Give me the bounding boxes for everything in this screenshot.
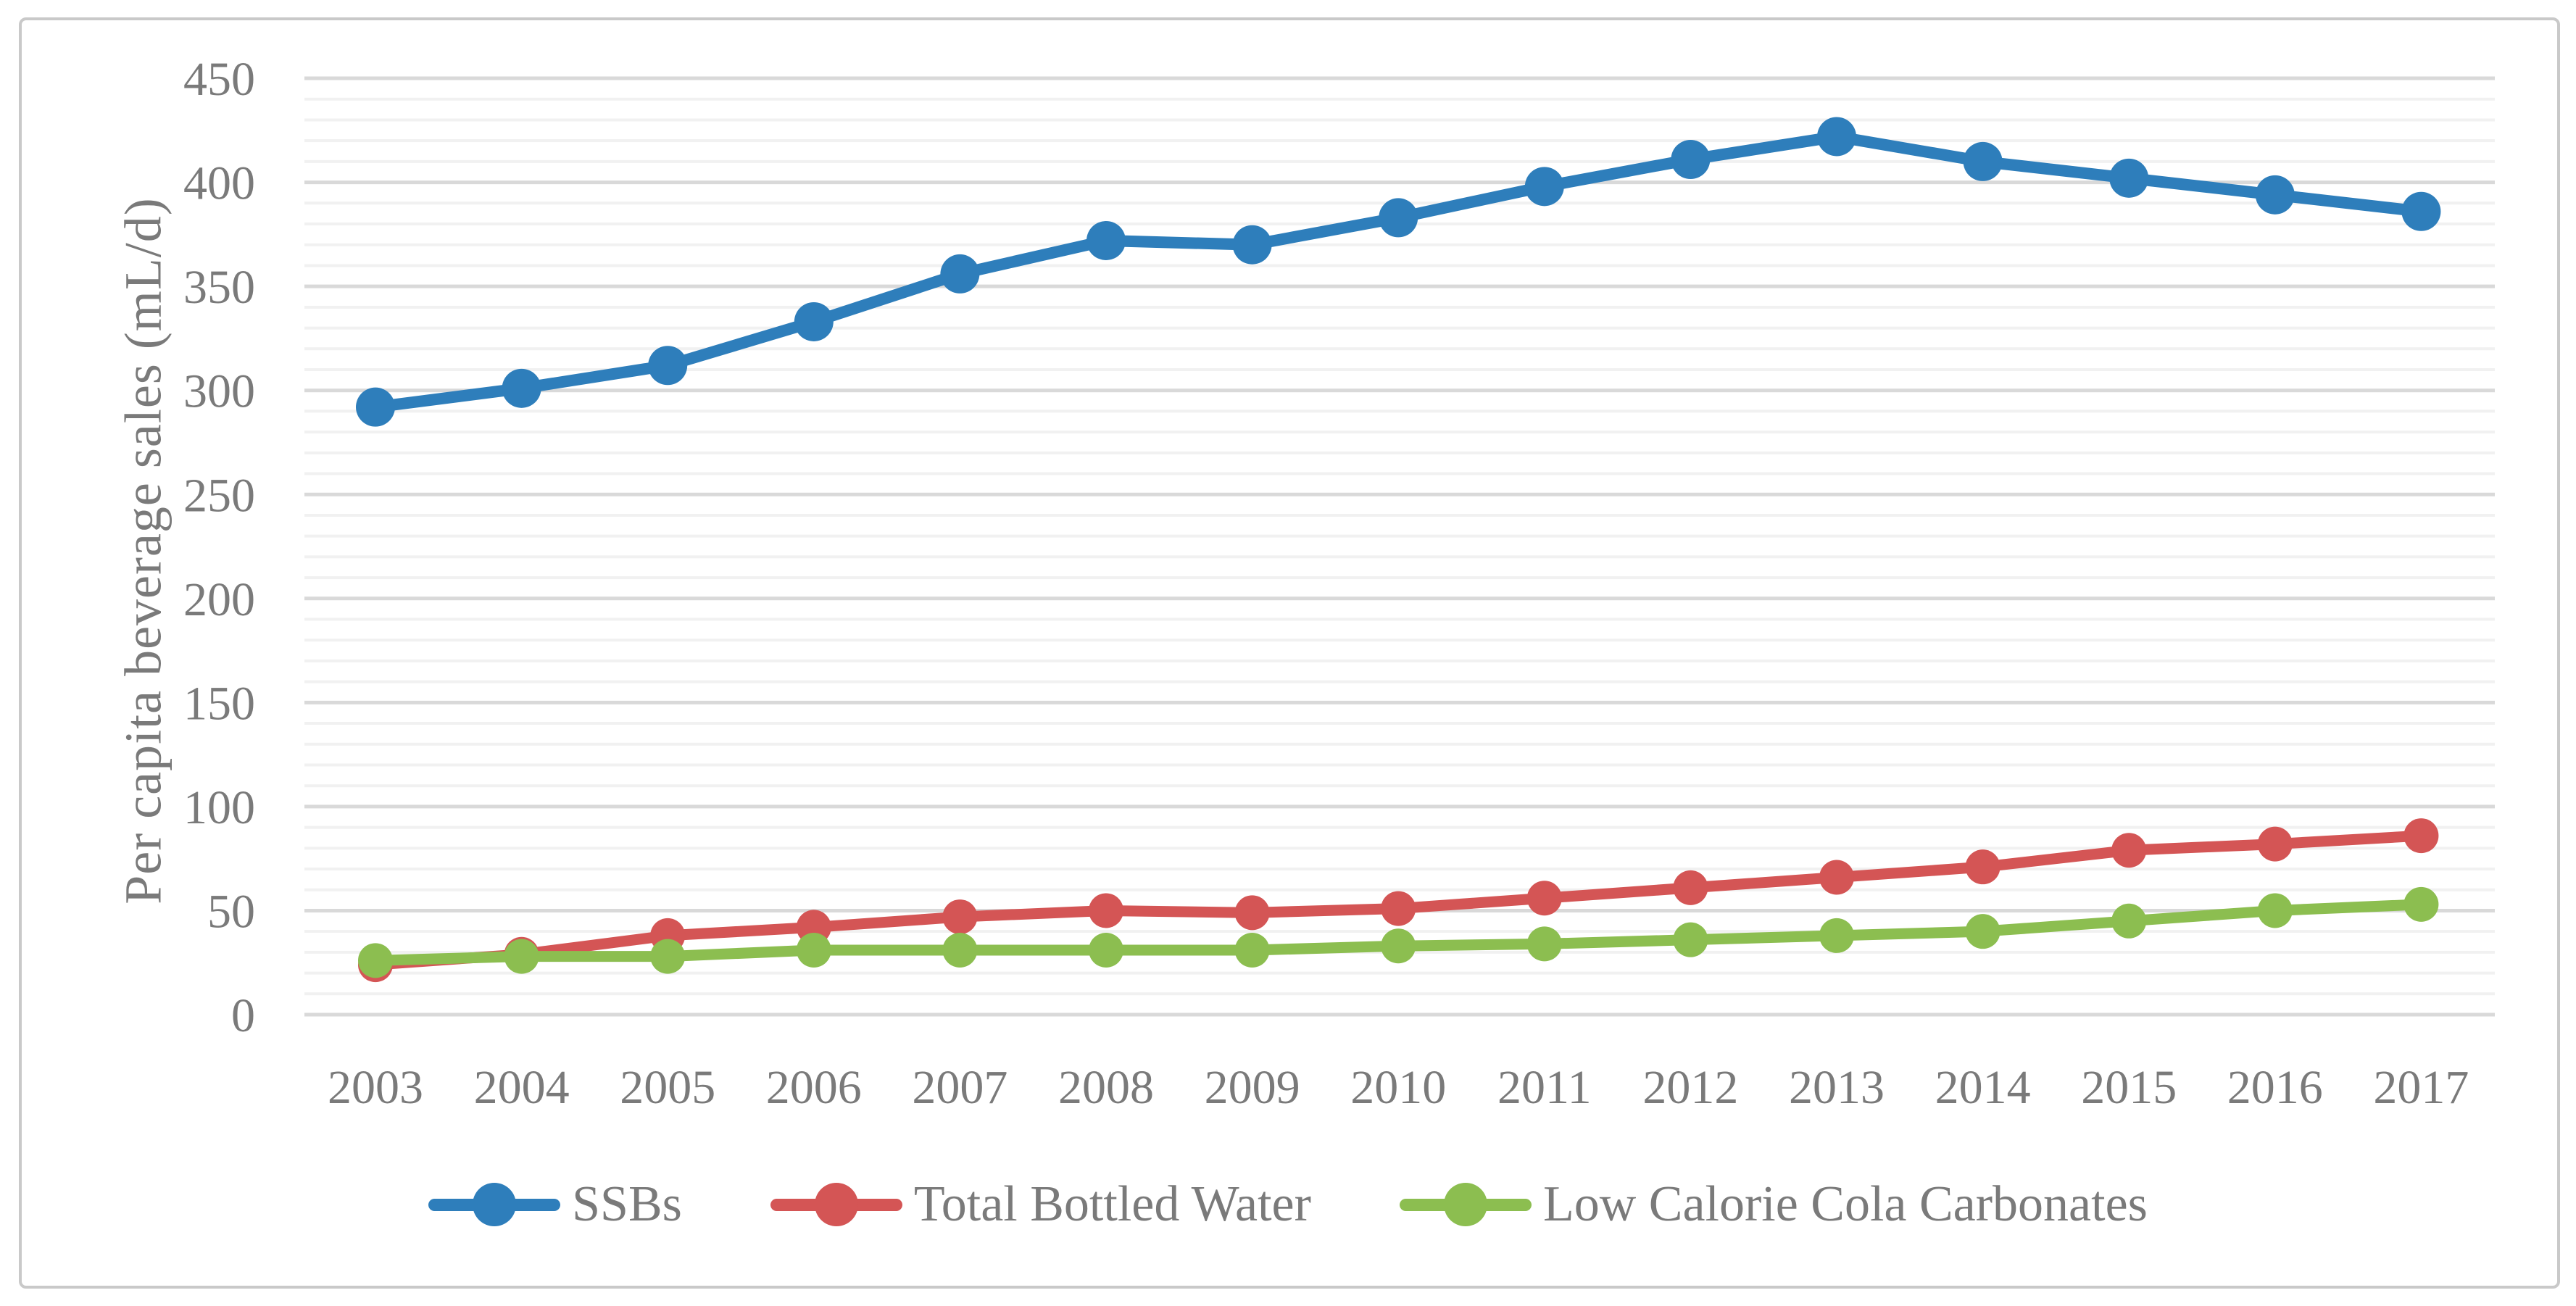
series-ssbs-point-2016 — [2255, 175, 2295, 215]
x-tick-label: 2017 — [2373, 1061, 2469, 1114]
x-tick-label: 2013 — [1789, 1061, 1885, 1114]
y-tick-label: 200 — [183, 573, 255, 626]
y-tick-label: 350 — [183, 261, 255, 314]
series-ssbs-point-2017 — [2401, 191, 2441, 231]
series-low-calorie-cola-carbonates-point-2011 — [1526, 926, 1562, 962]
y-tick-label: 250 — [183, 469, 255, 522]
x-tick-label: 2007 — [912, 1061, 1007, 1114]
series-ssbs-point-2006 — [794, 301, 834, 341]
series-total-bottled-water-point-2015 — [2111, 833, 2147, 868]
series-low-calorie-cola-carbonates-point-2017 — [2403, 886, 2439, 922]
series-low-calorie-cola-carbonates-point-2014 — [1965, 914, 2000, 949]
series-total-bottled-water — [358, 818, 2439, 983]
series-total-bottled-water-point-2008 — [1089, 893, 1123, 928]
y-major-gridlines — [304, 76, 2495, 1017]
series-total-bottled-water-point-2017 — [2403, 818, 2439, 854]
y-tick-label: 450 — [183, 53, 255, 106]
y-tick-label: 0 — [231, 989, 255, 1042]
series-low-calorie-cola-carbonates-point-2004 — [504, 939, 539, 974]
x-tick-label: 2012 — [1642, 1061, 1738, 1114]
series-ssbs-point-2010 — [1379, 198, 1418, 238]
series-low-calorie-cola-carbonates-point-2010 — [1381, 928, 1416, 964]
y-tick-label: 400 — [183, 157, 255, 210]
y-tick-label: 50 — [207, 885, 255, 938]
series-total-bottled-water-point-2009 — [1234, 895, 1270, 931]
x-tick-label: 2011 — [1497, 1061, 1592, 1114]
ssbs-legend-dot-icon — [473, 1183, 517, 1226]
series-ssbs-point-2005 — [648, 346, 688, 386]
x-tick-label: 2016 — [2227, 1061, 2323, 1114]
series-ssbs — [356, 117, 2441, 427]
series-ssbs-point-2004 — [502, 368, 541, 408]
ssbs-legend-marker-icon — [428, 1183, 561, 1226]
x-axis-tick-labels: 2003 2004 2005 2006 2007 2008 2009 2010 2011 2012… — [328, 1061, 2469, 1114]
series-total-bottled-water-point-2016 — [2257, 826, 2293, 862]
legend-label-ssbs: SSBs — [572, 1176, 682, 1232]
x-tick-label: 2005 — [620, 1061, 715, 1114]
series-total-bottled-water-point-2012 — [1673, 870, 1708, 905]
series-ssbs-point-2014 — [1963, 141, 2003, 181]
series-low-calorie-cola-carbonates-point-2012 — [1673, 922, 1708, 957]
series-ssbs-point-2009 — [1232, 225, 1272, 265]
legend-item-total-bottled-water: Total Bottled Water — [770, 1176, 1311, 1234]
series-low-calorie-cola-carbonates-point-2009 — [1234, 932, 1270, 968]
series-total-bottled-water-point-2011 — [1526, 881, 1562, 916]
series-ssbs-point-2015 — [2109, 158, 2149, 198]
series-ssbs-point-2007 — [940, 254, 980, 294]
series-low-calorie-cola-carbonates-point-2007 — [942, 932, 978, 968]
x-tick-label: 2015 — [2081, 1061, 2177, 1114]
series-ssbs-point-2003 — [356, 387, 395, 427]
series-total-bottled-water-point-2010 — [1381, 891, 1416, 926]
series-low-calorie-cola-carbonates-point-2006 — [796, 932, 831, 968]
x-tick-label: 2008 — [1058, 1061, 1154, 1114]
series-ssbs-point-2012 — [1671, 140, 1711, 180]
series-total-bottled-water-point-2013 — [1819, 860, 1854, 895]
legend-item-low-calorie-cola-carbonates: Low Calorie Cola Carbonates — [1399, 1176, 2148, 1234]
low-calorie-legend-marker-icon — [1399, 1183, 1532, 1226]
series-total-bottled-water-point-2007 — [942, 899, 978, 935]
legend-label-low-calorie-cola-carbonates: Low Calorie Cola Carbonates — [1542, 1176, 2148, 1232]
series-ssbs-point-2008 — [1087, 220, 1126, 260]
x-tick-label: 2014 — [1935, 1061, 2031, 1114]
x-tick-label: 2004 — [474, 1061, 570, 1114]
series-low-calorie-cola-carbonates-point-2015 — [2111, 903, 2147, 939]
series-low-calorie-cola-carbonates-point-2008 — [1089, 932, 1123, 968]
total-bottled-water-legend-marker-icon — [770, 1183, 902, 1226]
series-low-calorie-cola-carbonates-point-2013 — [1819, 918, 1854, 953]
y-axis-title-text: Per capita beverage sales (mL/d) — [114, 197, 173, 904]
x-tick-label: 2010 — [1350, 1061, 1446, 1114]
y-tick-label: 100 — [183, 781, 255, 834]
chart-border — [19, 17, 2560, 1289]
legend-item-ssbs: SSBs — [428, 1176, 682, 1234]
series-low-calorie-cola-carbonates-point-2016 — [2257, 893, 2293, 928]
x-tick-label: 2009 — [1205, 1061, 1300, 1114]
series-low-calorie-cola-carbonates-point-2005 — [650, 939, 686, 974]
x-tick-label: 2006 — [766, 1061, 862, 1114]
series-ssbs-point-2013 — [1817, 117, 1856, 157]
series-total-bottled-water-point-2014 — [1965, 849, 2000, 885]
series-low-calorie-cola-carbonates — [358, 886, 2439, 978]
x-tick-label: 2003 — [328, 1061, 423, 1114]
y-axis-tick-labels: 0 50 100 150 200 250 300 350 400 450 — [183, 53, 255, 1042]
total-bottled-water-legend-dot-icon — [814, 1183, 858, 1226]
legend-label-total-bottled-water: Total Bottled Water — [913, 1176, 1311, 1232]
y-tick-label: 150 — [183, 677, 255, 730]
y-tick-label: 300 — [183, 365, 255, 418]
low-calorie-legend-dot-icon — [1443, 1183, 1487, 1226]
series-ssbs-point-2011 — [1524, 167, 1564, 207]
legend: SSBs Total Bottled Water Low Calorie Col… — [0, 1157, 2576, 1252]
series-low-calorie-cola-carbonates-point-2003 — [358, 943, 393, 978]
